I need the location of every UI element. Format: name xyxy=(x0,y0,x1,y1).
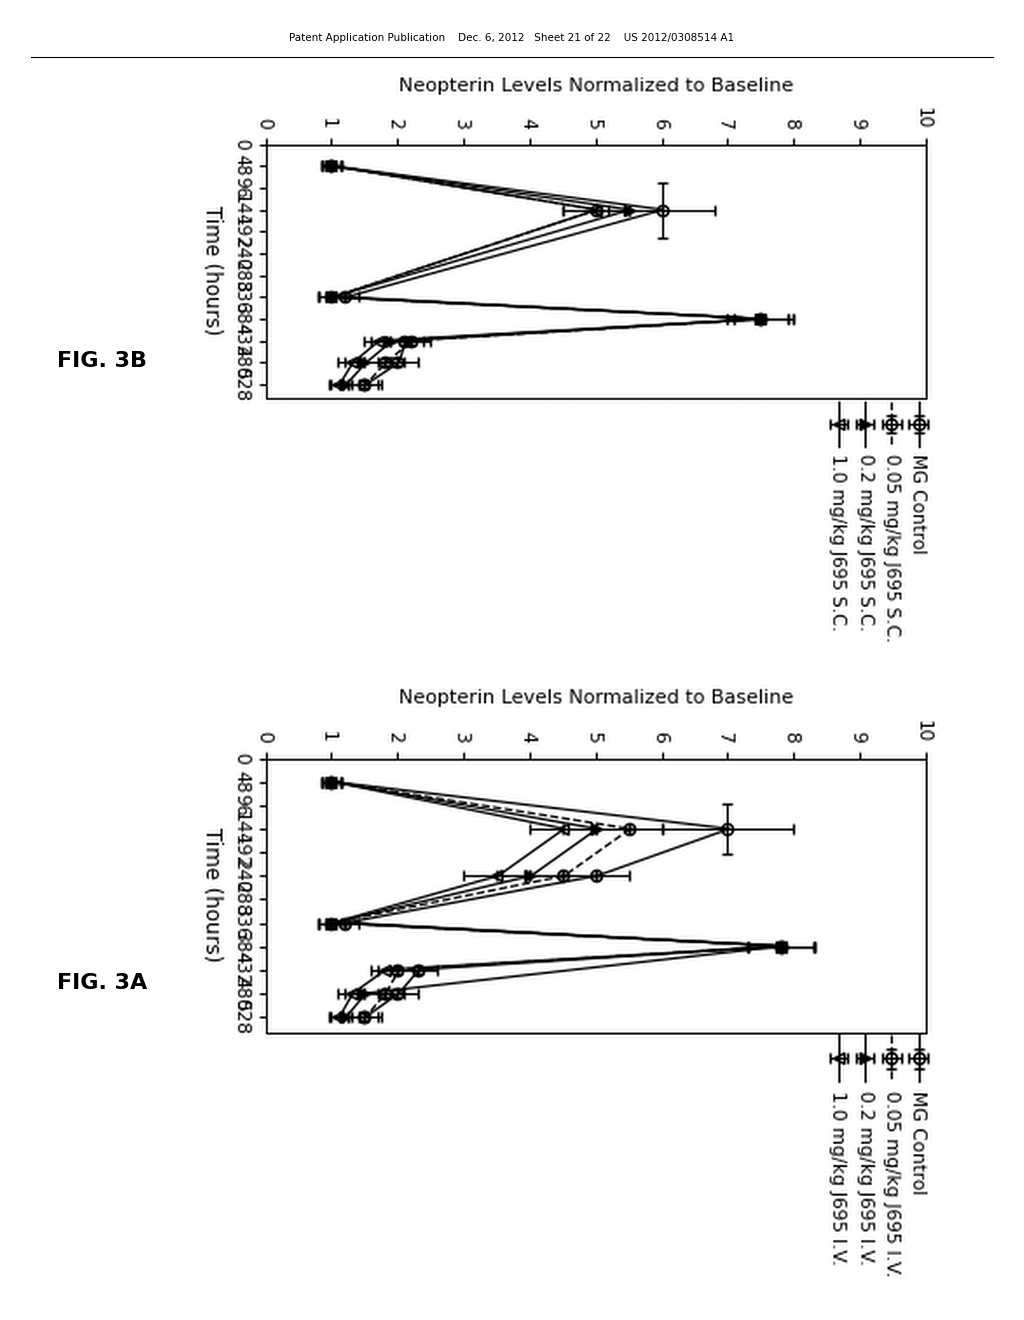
Text: Patent Application Publication    Dec. 6, 2012   Sheet 21 of 22    US 2012/03085: Patent Application Publication Dec. 6, 2… xyxy=(290,33,734,44)
Text: FIG. 3B: FIG. 3B xyxy=(57,351,147,371)
Text: FIG. 3A: FIG. 3A xyxy=(57,973,147,994)
